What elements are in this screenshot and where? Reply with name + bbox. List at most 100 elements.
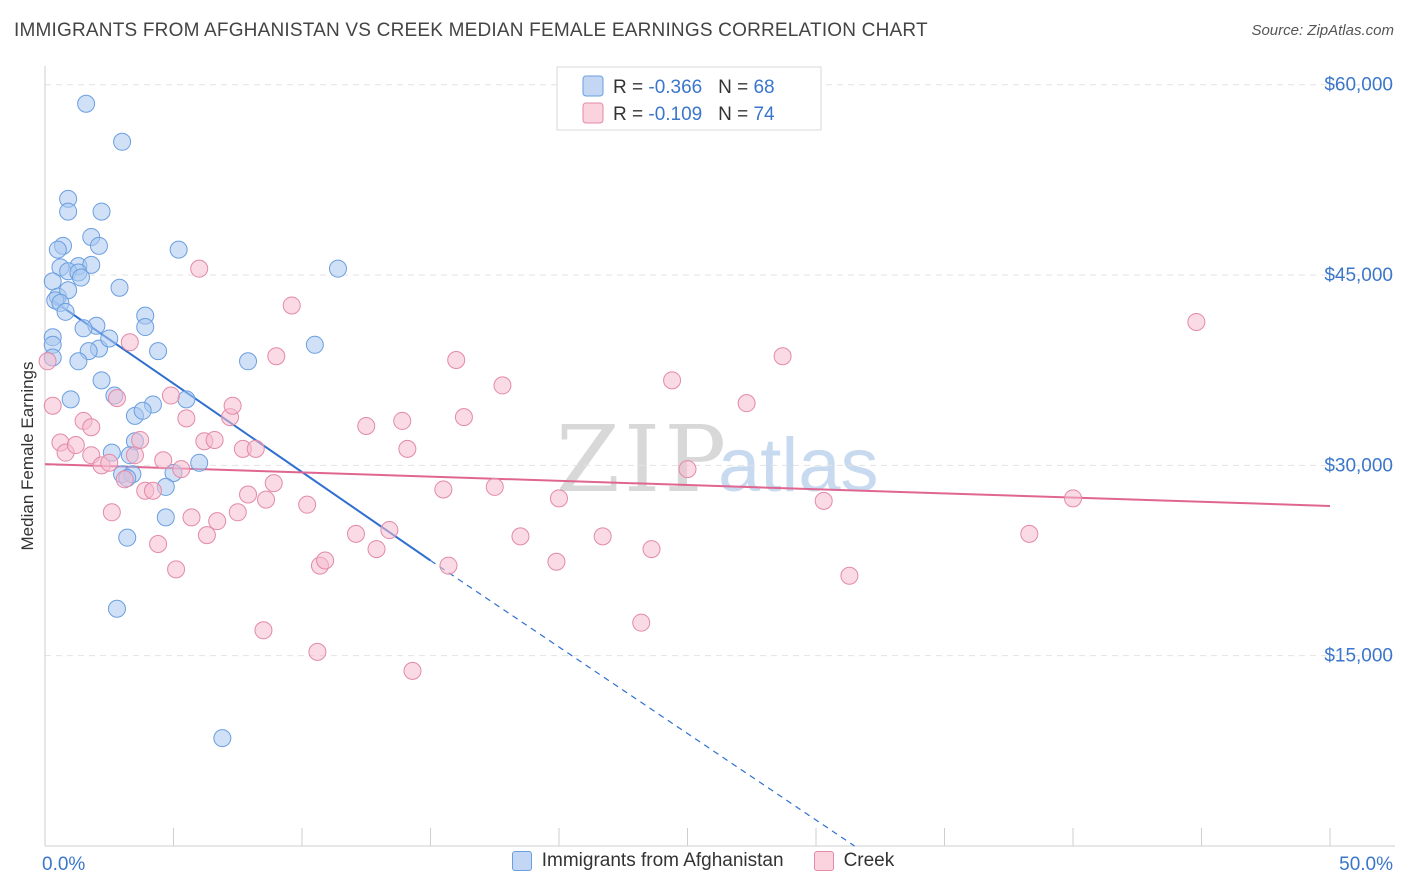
- watermark-zip: ZIP: [556, 406, 730, 513]
- stats-row: R = -0.109 N = 74: [613, 104, 775, 125]
- y-tick-label: $60,000: [1324, 75, 1393, 96]
- point-creek: [246, 439, 265, 458]
- stats-swatch: [582, 75, 604, 97]
- point-creek: [403, 661, 422, 680]
- point-creek: [737, 394, 756, 413]
- point-afghanistan: [169, 240, 188, 259]
- stats-text: R =: [613, 77, 648, 98]
- point-creek: [346, 524, 365, 543]
- point-afghanistan: [113, 132, 132, 151]
- trend-line-creek: [44, 463, 1331, 507]
- x-tick-labels: 0.0% 50.0%: [42, 854, 1393, 875]
- point-afghanistan: [43, 272, 62, 291]
- point-creek: [398, 439, 417, 458]
- point-afghanistan: [107, 599, 126, 618]
- point-creek: [493, 376, 512, 395]
- y-tick-label: $15,000: [1324, 646, 1393, 667]
- axes: [44, 66, 1395, 847]
- point-creek: [154, 451, 173, 470]
- y-tick-label: $45,000: [1324, 265, 1393, 286]
- point-creek: [172, 460, 191, 479]
- stats-text: 68: [753, 77, 774, 98]
- point-creek: [82, 418, 101, 437]
- stats-text: -0.366: [648, 77, 702, 98]
- point-afghanistan: [110, 278, 129, 297]
- point-afghanistan: [239, 352, 258, 371]
- point-creek: [131, 430, 150, 449]
- point-creek: [642, 540, 661, 559]
- point-afghanistan: [149, 342, 168, 361]
- legend-swatch-creek: [813, 851, 834, 871]
- point-creek: [143, 481, 162, 500]
- stats-legend: R = -0.366 N = 68 R = -0.109 N = 74: [556, 66, 822, 131]
- stats-text: R =: [613, 104, 648, 125]
- point-creek: [298, 495, 317, 514]
- point-creek: [254, 621, 273, 640]
- point-creek: [357, 417, 376, 436]
- point-creek: [511, 527, 530, 546]
- point-creek: [367, 540, 386, 559]
- point-creek: [393, 411, 412, 430]
- y-tick-labels: $15,000 $30,000 $45,000 $60,000: [1324, 75, 1393, 667]
- point-creek: [840, 566, 859, 585]
- stats-text: [702, 77, 718, 98]
- point-creek: [632, 613, 651, 632]
- point-creek: [43, 396, 62, 415]
- point-creek: [120, 333, 139, 352]
- point-creek: [66, 436, 85, 455]
- point-creek: [182, 508, 201, 527]
- point-creek: [434, 480, 453, 499]
- point-afghanistan: [133, 401, 152, 420]
- point-creek: [547, 552, 566, 571]
- point-creek: [208, 512, 227, 531]
- stats-text: N =: [718, 77, 753, 98]
- legend-item-afghanistan: Immigrants from Afghanistan: [511, 850, 784, 872]
- point-afghanistan: [92, 371, 111, 390]
- stats-text: -0.109: [648, 104, 702, 125]
- stats-row: R = -0.366 N = 68: [613, 77, 775, 98]
- point-creek: [190, 259, 209, 278]
- point-creek: [308, 642, 327, 661]
- x-tick-label: 0.0%: [42, 854, 85, 875]
- point-afghanistan: [177, 390, 196, 409]
- y-axis-label: Median Female Earnings: [18, 362, 37, 551]
- point-creek: [264, 474, 283, 493]
- point-creek: [228, 503, 247, 522]
- point-creek: [593, 527, 612, 546]
- point-creek: [454, 408, 473, 427]
- point-creek: [439, 556, 458, 575]
- point-afghanistan: [190, 453, 209, 472]
- point-creek: [125, 446, 144, 465]
- stats-text: N =: [718, 104, 753, 125]
- trend-lines: [44, 299, 1331, 847]
- point-afghanistan: [118, 528, 137, 547]
- series-legend: Immigrants from Afghanistan Creek: [0, 850, 1406, 872]
- point-afghanistan: [69, 352, 88, 371]
- point-creek: [102, 503, 121, 522]
- source-credit: Source: ZipAtlas.com: [1251, 22, 1394, 39]
- point-afghanistan: [48, 240, 67, 259]
- point-creek: [197, 526, 216, 545]
- point-afghanistan: [328, 259, 347, 278]
- point-creek: [814, 491, 833, 510]
- legend-item-creek: Creek: [813, 850, 894, 872]
- point-creek: [282, 296, 301, 315]
- data-points: [38, 94, 1206, 748]
- point-creek: [380, 521, 399, 540]
- point-creek: [485, 477, 504, 496]
- point-creek: [149, 535, 168, 554]
- point-creek: [205, 430, 224, 449]
- point-afghanistan: [71, 268, 90, 287]
- point-afghanistan: [61, 390, 80, 409]
- stats-text: [702, 104, 718, 125]
- point-afghanistan: [213, 729, 232, 748]
- point-creek: [38, 352, 57, 371]
- point-afghanistan: [59, 202, 78, 221]
- x-tick-label: 50.0%: [1339, 854, 1393, 875]
- point-afghanistan: [77, 94, 96, 113]
- y-tick-label: $30,000: [1324, 455, 1393, 476]
- point-afghanistan: [89, 236, 108, 255]
- point-afghanistan: [100, 329, 119, 348]
- point-afghanistan: [56, 302, 75, 321]
